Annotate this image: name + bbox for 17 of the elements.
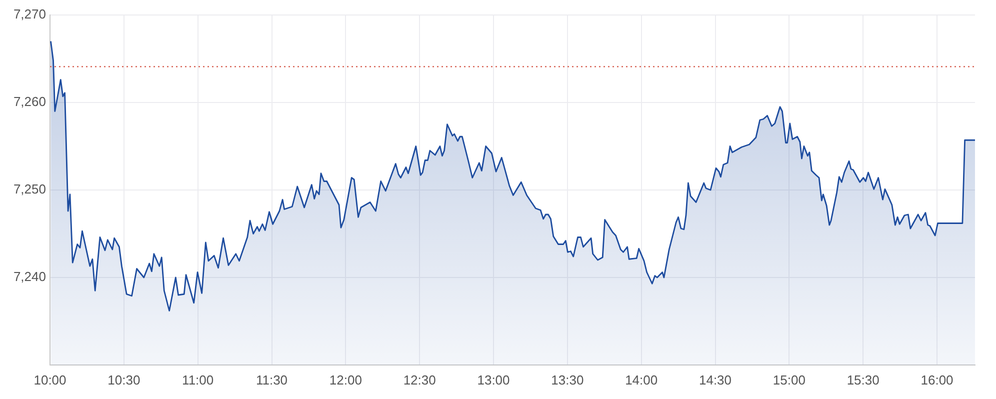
x-tick-label: 10:00 (34, 372, 66, 388)
x-tick-label: 14:30 (698, 372, 732, 388)
x-tick-label: 11:30 (256, 372, 288, 388)
x-tick-label: 15:00 (772, 372, 806, 388)
x-tick-label: 13:00 (477, 372, 510, 388)
y-tick-label: 7,270 (13, 6, 46, 22)
x-tick-label: 14:00 (625, 372, 658, 388)
y-tick-label: 7,250 (13, 182, 46, 197)
x-tick-label: 12:30 (403, 372, 436, 388)
x-tick-label: 11:00 (182, 372, 214, 388)
y-tick-label: 7,260 (13, 94, 46, 110)
x-tick-label: 13:30 (551, 372, 584, 388)
x-tick-label: 10:30 (108, 372, 140, 388)
x-tick-label: 15:30 (846, 372, 880, 388)
x-tick-label: 12:00 (329, 372, 362, 388)
y-tick-label: 7,240 (13, 269, 46, 284)
x-tick-label: 16:00 (920, 372, 954, 388)
